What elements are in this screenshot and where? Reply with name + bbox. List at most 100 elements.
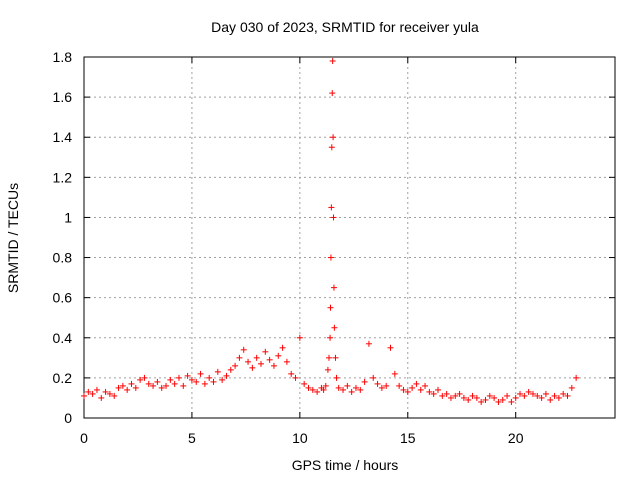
- data-point: [258, 360, 264, 367]
- data-point: [456, 390, 463, 397]
- data-point: [141, 374, 148, 381]
- data-point: [499, 396, 506, 403]
- data-point: [365, 340, 372, 347]
- data-point: [387, 344, 394, 351]
- y-tick-label: 0.6: [53, 290, 73, 306]
- x-tick-label: 10: [292, 430, 308, 446]
- data-point: [330, 284, 337, 291]
- data-point: [106, 390, 113, 397]
- data-point: [85, 388, 92, 395]
- data-point: [175, 374, 182, 381]
- data-point: [504, 392, 511, 399]
- data-point: [568, 384, 575, 391]
- x-tick-label: 5: [188, 430, 196, 446]
- data-point: [447, 394, 454, 401]
- data-point: [465, 396, 472, 403]
- data-point: [184, 372, 191, 379]
- data-point: [219, 376, 226, 383]
- data-point: [378, 384, 385, 391]
- data-point: [478, 398, 485, 405]
- data-point: [340, 386, 347, 393]
- data-point: [529, 390, 536, 397]
- data-point: [486, 392, 493, 399]
- data-point: [325, 354, 332, 361]
- data-point: [495, 398, 502, 405]
- data-points: [81, 58, 580, 405]
- x-tick-label: 15: [400, 430, 416, 446]
- data-point: [521, 392, 528, 399]
- data-point: [439, 392, 446, 399]
- data-point: [324, 366, 331, 373]
- data-point: [508, 398, 515, 405]
- data-point: [344, 382, 351, 389]
- data-point: [331, 324, 338, 331]
- data-point: [330, 214, 337, 221]
- axis-ticks: 0 0.2 0.4 0.6 0.8 1 1.2 1.4 1.6 1.8 0 5 10 15 20: [53, 49, 615, 446]
- data-point: [473, 394, 480, 401]
- data-point: [327, 254, 334, 261]
- data-point: [115, 384, 122, 391]
- y-tick-label: 0.4: [53, 330, 73, 346]
- data-point: [357, 386, 364, 393]
- y-tick-label: 1.6: [53, 89, 73, 105]
- data-point: [193, 378, 200, 385]
- data-point: [469, 392, 476, 399]
- data-point: [89, 390, 96, 397]
- data-point: [167, 376, 174, 383]
- data-point: [320, 386, 327, 393]
- data-point: [249, 364, 256, 371]
- data-point: [154, 378, 161, 385]
- data-point: [383, 382, 390, 389]
- data-point: [158, 384, 165, 391]
- data-point: [329, 90, 336, 97]
- data-point: [210, 378, 217, 385]
- data-point: [137, 376, 144, 383]
- data-point: [232, 362, 239, 369]
- data-point: [400, 386, 407, 393]
- data-point: [206, 374, 213, 381]
- data-point: [329, 58, 336, 65]
- data-point: [119, 382, 126, 389]
- data-point: [262, 348, 269, 355]
- y-tick-label: 0.8: [53, 250, 73, 266]
- data-point: [270, 362, 277, 369]
- data-point: [150, 382, 157, 389]
- data-point: [435, 386, 441, 393]
- data-point: [111, 392, 118, 399]
- y-tick-label: 1.8: [53, 49, 73, 65]
- y-tick-label: 1: [64, 209, 72, 225]
- data-point: [525, 388, 532, 395]
- x-tick-label: 0: [80, 430, 88, 446]
- data-point: [328, 144, 335, 151]
- data-point: [305, 384, 312, 391]
- data-point: [327, 304, 334, 311]
- data-point: [245, 358, 252, 365]
- data-point: [404, 388, 411, 395]
- data-point: [538, 394, 545, 401]
- x-tick-label: 20: [508, 430, 524, 446]
- data-point: [223, 372, 230, 379]
- y-tick-label: 0: [64, 410, 72, 426]
- data-point: [422, 382, 429, 389]
- data-point: [512, 394, 519, 401]
- y-axis-label: SRMTID / TECUs: [5, 183, 21, 293]
- data-point: [335, 384, 342, 391]
- data-point: [409, 384, 416, 391]
- data-point: [301, 380, 308, 387]
- data-point: [374, 380, 381, 387]
- data-point: [197, 370, 204, 377]
- data-point: [227, 366, 234, 373]
- data-point: [452, 392, 459, 399]
- data-point: [361, 378, 368, 385]
- data-point: [560, 390, 567, 397]
- data-point: [93, 386, 100, 393]
- data-point: [163, 382, 170, 389]
- data-point: [430, 390, 437, 397]
- data-point: [279, 344, 286, 351]
- data-point: [98, 394, 105, 401]
- data-point: [330, 134, 337, 141]
- data-point: [396, 382, 403, 389]
- data-point: [314, 388, 321, 395]
- y-tick-label: 1.4: [53, 129, 73, 145]
